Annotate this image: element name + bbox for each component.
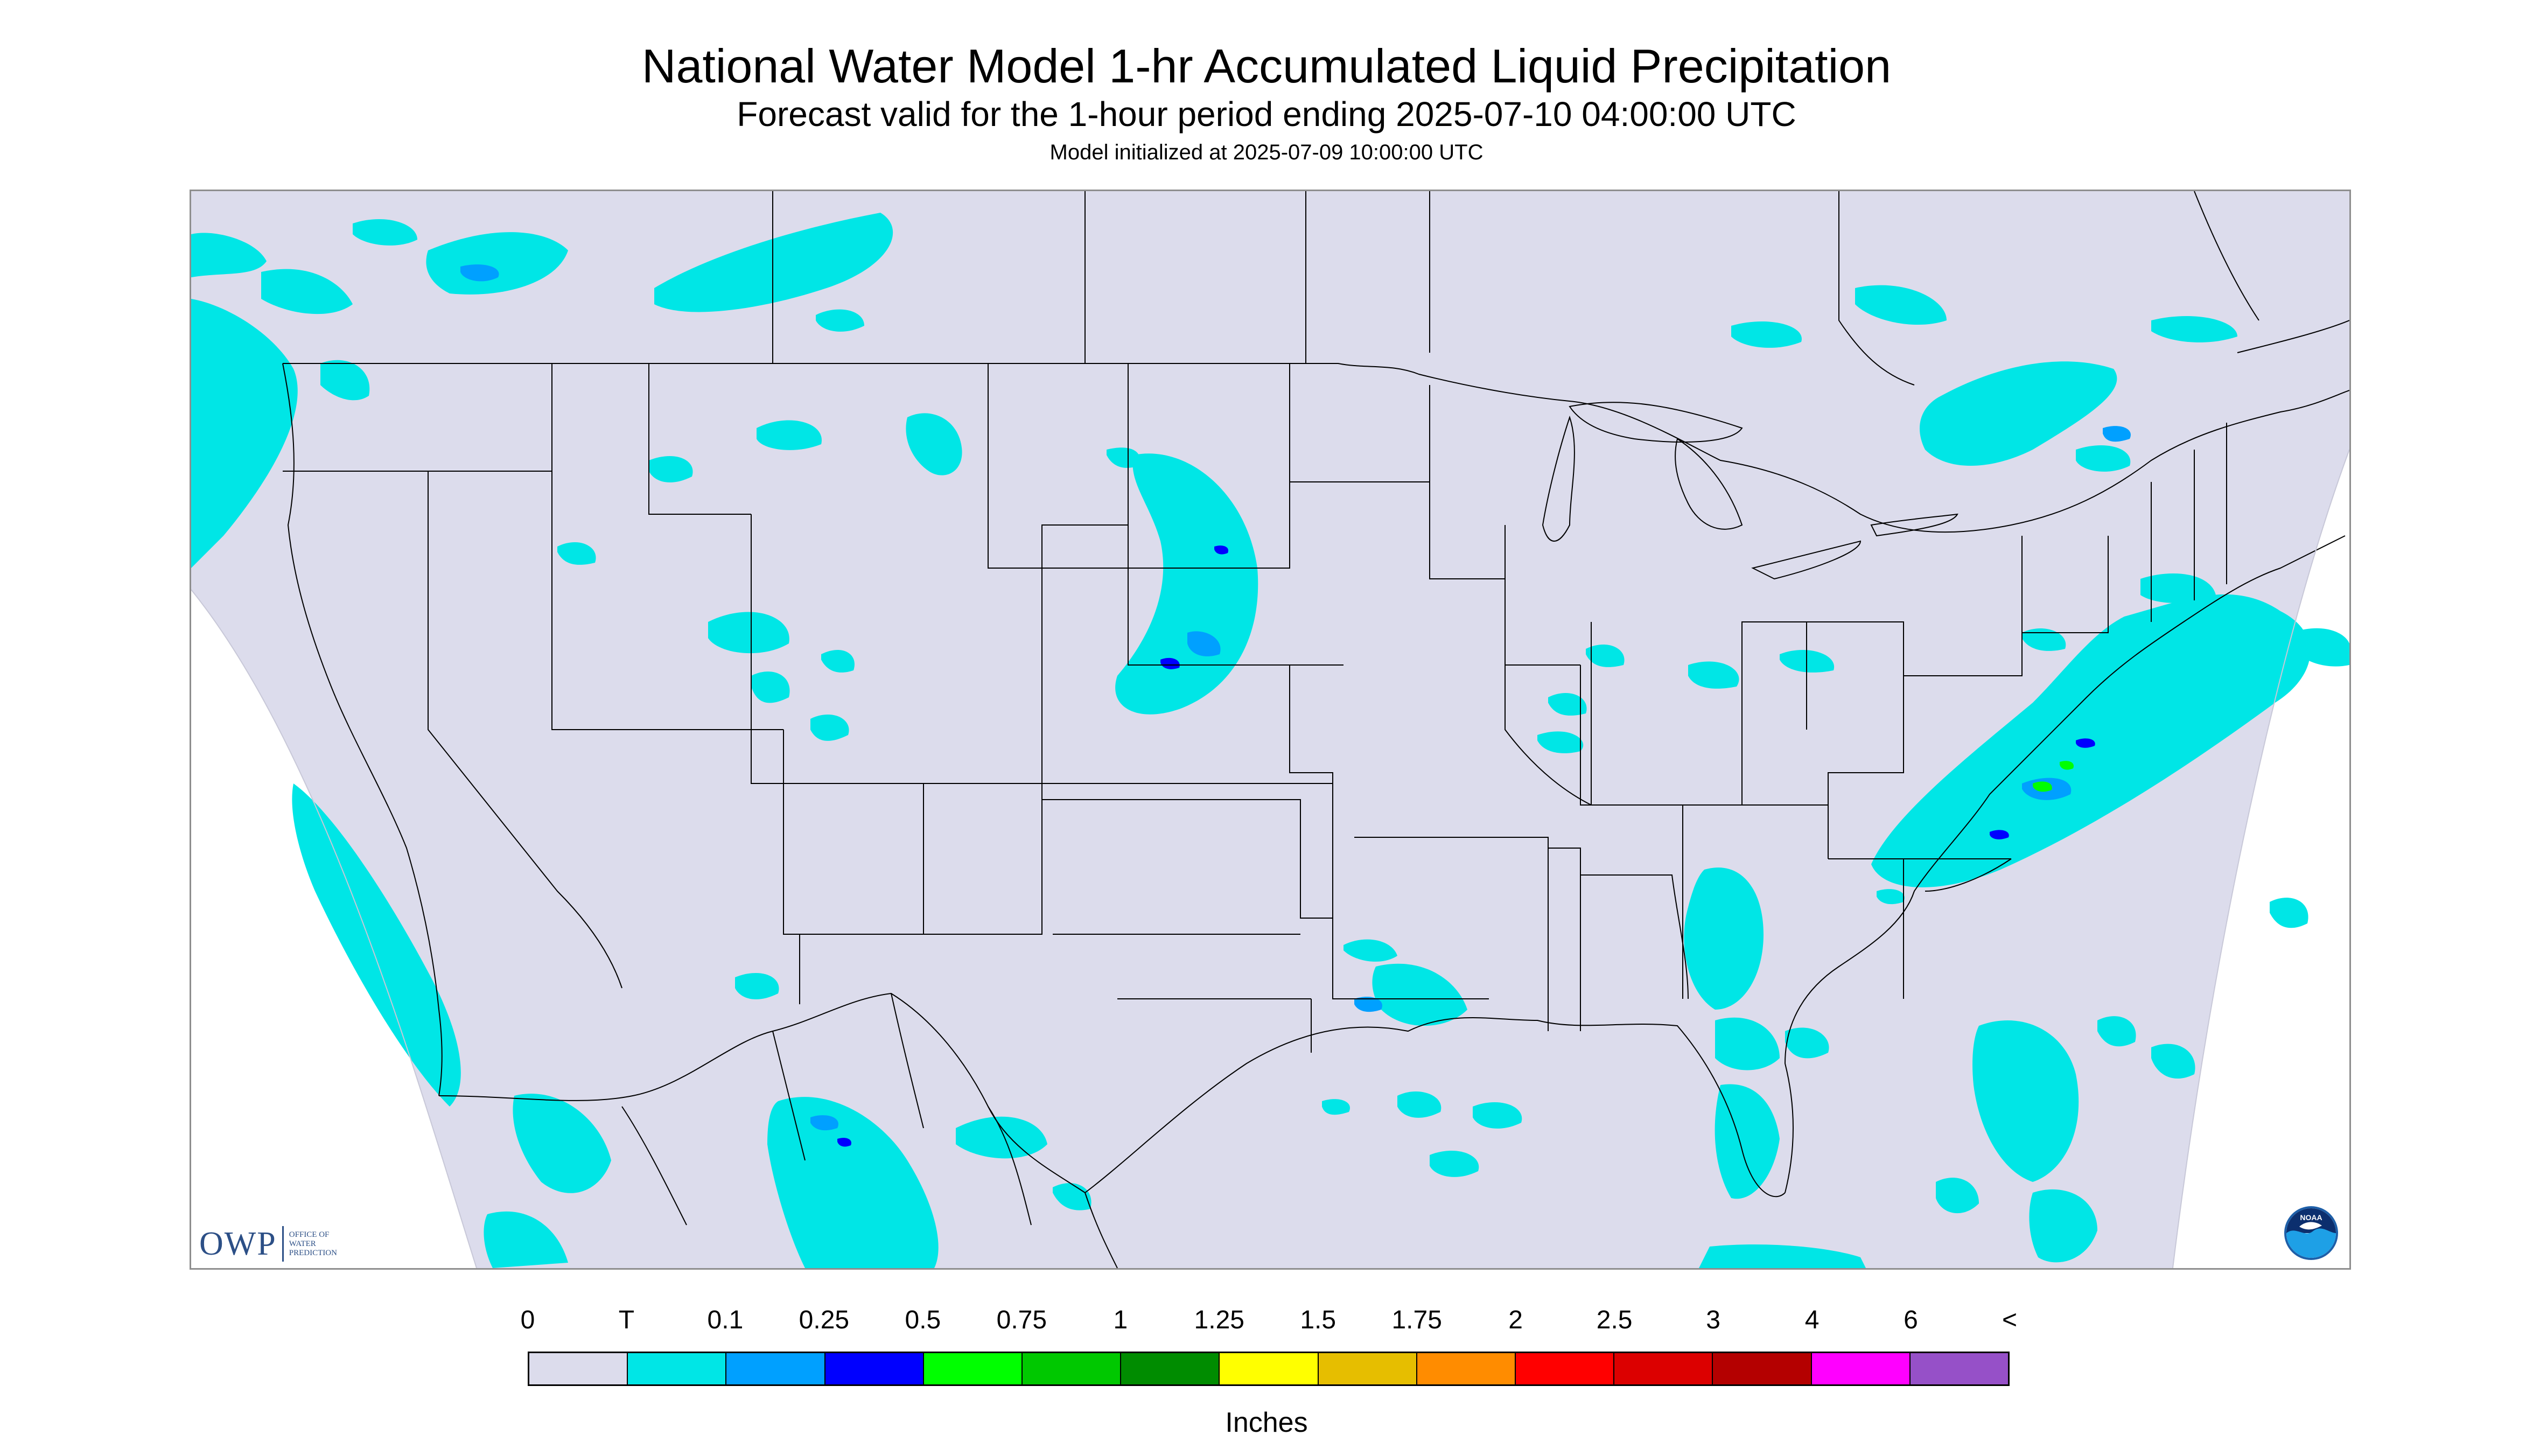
chart-title: National Water Model 1-hr Accumulated Li… bbox=[641, 39, 1892, 93]
noaa-logo-text: NOAA bbox=[2300, 1213, 2322, 1222]
legend-tick-label: 4 bbox=[1804, 1306, 1820, 1334]
legend-swatch bbox=[726, 1353, 825, 1384]
legend-swatch bbox=[1910, 1353, 2009, 1384]
legend-units-label: Inches bbox=[1225, 1407, 1308, 1438]
legend-swatch bbox=[923, 1353, 1023, 1384]
domain-outline bbox=[191, 449, 2349, 1268]
legend-swatch bbox=[1811, 1353, 1911, 1384]
legend-tick-label: 2 bbox=[1508, 1306, 1523, 1334]
precip-heavy bbox=[2033, 761, 2074, 792]
legend-tick-label: 0 bbox=[520, 1306, 535, 1334]
owp-logo-text: OFFICE OF WATER PREDICTION bbox=[289, 1230, 337, 1257]
noaa-logo-icon: NOAA bbox=[2284, 1206, 2338, 1260]
legend-swatch bbox=[628, 1353, 727, 1384]
legend-tick-label: 0.25 bbox=[799, 1306, 850, 1334]
legend-tick-label: 6 bbox=[1904, 1306, 1918, 1334]
owp-logo-divider bbox=[282, 1226, 284, 1262]
legend-swatch bbox=[1713, 1353, 1812, 1384]
model-init-time: Model initialized at 2025-07-09 10:00:00… bbox=[1049, 141, 1484, 164]
political-borders bbox=[282, 191, 2349, 1268]
precip-moderate bbox=[837, 545, 2095, 1147]
legend-tick-label: 1.25 bbox=[1194, 1306, 1244, 1334]
legend-swatch bbox=[1023, 1353, 1122, 1384]
legend-tick-label: 2.5 bbox=[1596, 1306, 1633, 1334]
legend-tick-label: 1 bbox=[1113, 1306, 1128, 1334]
precipitation-map bbox=[190, 190, 2351, 1270]
legend-swatch bbox=[1417, 1353, 1516, 1384]
owp-logo-mark: OWP bbox=[199, 1225, 277, 1262]
legend-tick-label: 1.75 bbox=[1391, 1306, 1442, 1334]
legend-swatch bbox=[1614, 1353, 1713, 1384]
legend-swatch bbox=[825, 1353, 924, 1384]
legend-swatch bbox=[1220, 1353, 1319, 1384]
map-domain bbox=[191, 191, 2349, 1268]
owp-logo: OWP OFFICE OF WATER PREDICTION bbox=[199, 1222, 337, 1265]
precip-trace bbox=[191, 213, 2349, 1268]
legend-tick-label: T bbox=[618, 1306, 635, 1334]
legend-tick-label: < bbox=[2002, 1306, 2018, 1334]
legend-swatch bbox=[1121, 1353, 1220, 1384]
legend-tick-label: 3 bbox=[1706, 1306, 1720, 1334]
legend-tick-label: 1.5 bbox=[1300, 1306, 1337, 1334]
precipitation-legend-bar bbox=[528, 1352, 2010, 1386]
legend-tick-label: 0.1 bbox=[707, 1306, 744, 1334]
chart-subtitle: Forecast valid for the 1-hour period end… bbox=[737, 95, 1796, 134]
legend-tick-label: 0.5 bbox=[905, 1306, 941, 1334]
legend-swatch bbox=[529, 1353, 628, 1384]
legend-swatch bbox=[1516, 1353, 1615, 1384]
legend-tick-label: 0.75 bbox=[996, 1306, 1047, 1334]
legend-swatch bbox=[1318, 1353, 1417, 1384]
